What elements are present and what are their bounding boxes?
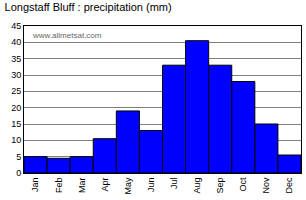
svg-text:Dec: Dec: [284, 177, 294, 194]
svg-text:20: 20: [11, 103, 21, 113]
svg-text:Apr: Apr: [100, 178, 110, 192]
svg-text:www.allmetsat.com: www.allmetsat.com: [32, 31, 102, 40]
svg-text:Longstaff Bluff : precipitatio: Longstaff Bluff : precipitation (mm): [5, 1, 172, 13]
svg-text:Aug: Aug: [192, 178, 202, 194]
svg-text:Oct: Oct: [238, 177, 248, 192]
svg-text:15: 15: [11, 119, 21, 129]
svg-text:Sep: Sep: [215, 178, 225, 194]
svg-text:Jul: Jul: [169, 178, 179, 190]
svg-text:Jun: Jun: [146, 178, 156, 193]
svg-text:35: 35: [11, 54, 21, 64]
svg-text:10: 10: [11, 135, 21, 145]
svg-text:45: 45: [11, 21, 21, 31]
svg-text:Nov: Nov: [261, 177, 271, 194]
svg-text:40: 40: [11, 37, 21, 47]
svg-text:May: May: [123, 177, 133, 195]
svg-text:25: 25: [11, 86, 21, 96]
svg-text:30: 30: [11, 70, 21, 80]
svg-text:Feb: Feb: [54, 178, 64, 194]
svg-text:5: 5: [16, 152, 21, 162]
svg-text:0: 0: [16, 168, 21, 178]
svg-text:Mar: Mar: [77, 178, 87, 194]
svg-text:Jan: Jan: [30, 178, 40, 193]
